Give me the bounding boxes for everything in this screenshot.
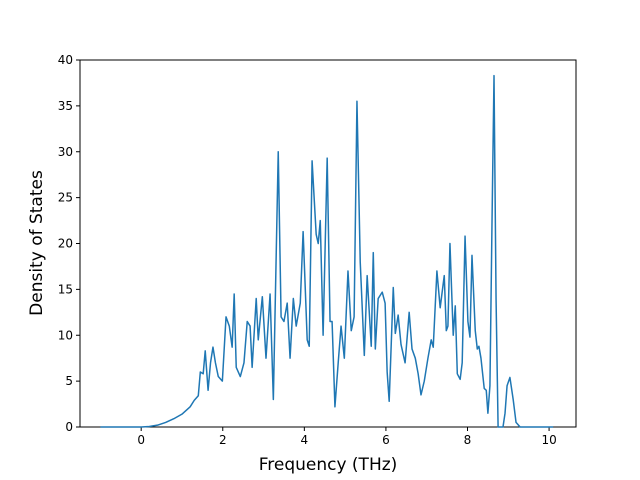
y-tick-label: 35 [58, 99, 73, 113]
y-tick-label: 0 [65, 420, 73, 434]
x-tick-label: 4 [301, 433, 309, 447]
y-tick-label: 25 [58, 191, 73, 205]
x-tick-label: 2 [219, 433, 227, 447]
x-axis-label: Frequency (THz) [259, 455, 398, 475]
x-tick-label: 6 [382, 433, 390, 447]
x-tick-label: 10 [541, 433, 556, 447]
y-tick-label: 40 [58, 53, 73, 67]
y-axis-label: Density of States [27, 170, 47, 316]
x-tick-label: 8 [464, 433, 472, 447]
x-tick-label: 0 [137, 433, 145, 447]
y-tick-label: 5 [65, 374, 73, 388]
y-tick-label: 15 [58, 282, 73, 296]
y-tick-label: 30 [58, 145, 73, 159]
y-tick-label: 10 [58, 328, 73, 342]
y-tick-label: 20 [58, 237, 73, 251]
line [100, 74, 554, 428]
